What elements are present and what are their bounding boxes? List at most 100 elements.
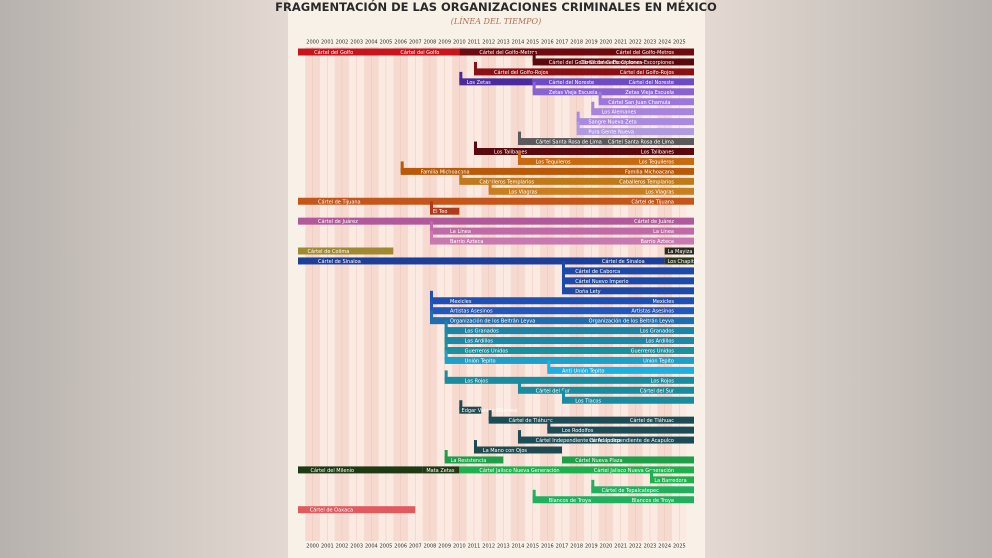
bar-label: Los Ardillos [465,339,494,345]
timeline-bar [298,247,394,255]
bar-label: Cártel de Juárez [634,218,674,225]
bar-label: Los Tequileros [536,159,571,165]
x-tick-label-top: 2017 [556,40,569,46]
x-tick-label-bottom: 2024 [658,544,671,550]
timeline-bar [518,436,694,444]
bar-label: Cártel de Sinaloa [602,258,645,265]
bar-label: Cártel del Sur [536,387,571,394]
timeline-bar [298,48,460,56]
x-tick-label-top: 2015 [526,40,539,46]
bars: Cártel del Golfo Cártel del Golfo Cártel d… [298,48,700,514]
bar-label: La Resistencia [451,458,487,464]
timeline-bar [547,426,694,434]
x-tick-label-bottom: 2015 [526,544,539,550]
bar-label: La Barredora [654,478,686,484]
bar-label: Cártel Santa Rosa de Lima [608,139,674,146]
bar-label: Cártel del Golfo-Metros [616,49,674,56]
bar-label: Los Granados [640,329,674,335]
bar-label: Los Alemanes [602,110,637,116]
x-tick-label-top: 2006 [394,40,407,46]
x-tick-label-bottom: 2021 [614,544,627,550]
timeline-bar [598,98,694,106]
timeline-bar [591,486,694,494]
bar-label: Los Talibanes [641,150,675,156]
x-tick-label-top: 2020 [600,40,613,46]
timeline-bar [532,58,694,66]
bar-label: Cártel del Golfo-Rojos [494,69,549,76]
timeline-bar [518,138,694,146]
bar-label: Cártel del Golfo-Ciclones-Escorpiones [580,59,674,66]
bar-label: Familia Michoacana [421,169,470,175]
x-tick-label-bottom: 2005 [380,544,393,550]
timeline-bar [562,287,694,295]
x-tick-label-top: 2019 [585,40,598,46]
timeline-bar [576,118,694,126]
bar-label: Artistas Asesinos [450,309,493,315]
x-tick-label-bottom: 2025 [673,544,686,550]
bar-label: Cártel del Golfo [314,49,353,56]
x-tick-label-top: 2002 [336,40,349,46]
timeline-bar [562,396,694,404]
bar-label: Los Chapitos [668,259,700,265]
timeline-bar [532,88,694,96]
bar-label: Cártel del Milenio [310,467,354,474]
x-tick-label-bottom: 2006 [394,544,407,550]
bar-label: Doña Lety [575,289,600,295]
bar-label: Zetas Vieja Escuela [549,90,598,96]
bar-label: Guerreros Unidos [631,349,675,355]
x-tick-label-top: 2007 [409,40,422,46]
bar-label: El Teo [433,209,447,215]
bar-label: Los Rojos [465,378,489,384]
bar-label: Blancos de Troya [632,498,674,504]
timeline-bar [664,247,694,255]
x-tick-label-bottom: 2004 [365,544,378,550]
blur-right [705,0,992,558]
bar-label: Los Tlacos [575,398,601,404]
bar-label: Cártel San Juan Chamula [608,99,670,106]
x-tick-label-bottom: 2008 [424,544,437,550]
bar-label: Cártel del Golfo-Ciclones-Escorpiones [549,59,643,66]
x-tick-label-bottom: 2022 [629,544,642,550]
bar-label: La Mayiza [668,249,693,255]
bar-label: Los Viagras [509,189,538,195]
x-tick-label-bottom: 2002 [336,544,349,550]
bar-label: Cártel de Tijuana [631,198,674,205]
x-tick-label-top: 2000 [306,40,319,46]
x-tick-label-top: 2018 [570,40,583,46]
chart-subtitle: (LÍNEA DEL TIEMPO) [451,17,541,26]
x-tick-label-bottom: 2016 [541,544,554,550]
bar-label: Los Viagras [645,189,674,195]
x-tick-label-top: 2021 [614,40,627,46]
timeline-bar [532,496,694,504]
x-tick-label-bottom: 2009 [438,544,451,550]
bar-label: La Línea [450,228,471,235]
bar-label: Los Granados [465,329,499,335]
bar-label: Guerreros Unidos [465,349,509,355]
timeline-bar [444,456,504,464]
bar-label: Barrio Azteca [641,239,674,245]
timeline-bar [444,347,694,354]
x-tick-label-top: 2010 [453,40,466,46]
timeline-bar [444,356,694,364]
bar-label: Cártel de Juárez [318,218,358,225]
timeline-bar [562,277,694,285]
timeline-bar [576,128,694,136]
bar-label: Organización de los Beltrán Leyva [589,318,674,325]
bar-label: La Línea [653,228,674,235]
timeline-bar [430,307,694,315]
bar-label: Cártel del Noreste [629,79,674,86]
x-tick-label-bottom: 2017 [556,544,569,550]
bar-label: Organización de los Beltrán Leyva [450,318,535,325]
bar-label: Cártel Independiente de Acapulco [589,437,674,444]
timeline-bar [298,466,423,474]
timeline-bar [518,386,694,394]
x-tick-label-bottom: 2011 [468,544,481,550]
bar-label: Los Zetas [467,80,491,86]
bar-label: Familia Michoacana [625,169,674,175]
x-tick-label-top: 2013 [497,40,510,46]
timeline-bar [459,177,694,185]
timeline-bar [298,197,694,205]
bar-label: Anti Unión Tepito [562,367,604,374]
timeline-bar [591,108,694,116]
